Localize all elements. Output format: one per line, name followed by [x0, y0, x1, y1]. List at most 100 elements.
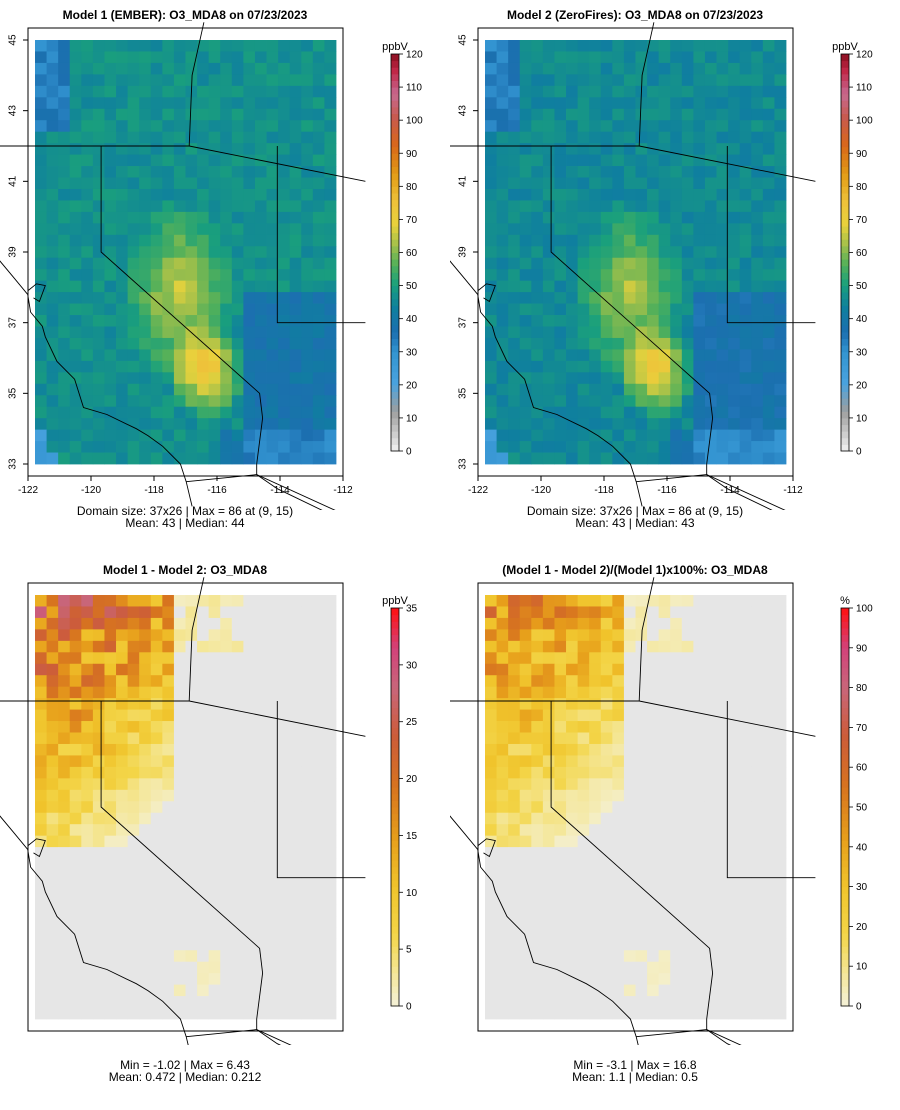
heatmap-cell: [220, 595, 233, 607]
heatmap-cell: [185, 280, 198, 293]
heatmap-cell: [301, 315, 314, 327]
heatmap-cell: [647, 131, 660, 144]
color-scale-step: [841, 206, 849, 214]
heatmap-cell: [81, 629, 94, 642]
heatmap-cell: [220, 617, 233, 630]
heatmap-cell: [220, 858, 233, 871]
heatmap-cell: [589, 177, 602, 190]
heatmap-cell: [104, 234, 117, 247]
heatmap-cell: [35, 629, 47, 642]
heatmap-cell: [173, 927, 186, 940]
heatmap-cell: [254, 85, 267, 98]
heatmap-cell: [635, 211, 648, 224]
heatmap-cell: [519, 200, 532, 213]
heatmap-cell: [312, 383, 325, 396]
color-scale-step: [841, 952, 849, 961]
color-scale-step: [841, 226, 849, 234]
heatmap-cell: [647, 257, 660, 270]
heatmap-cell: [728, 904, 741, 917]
color-scale-step: [841, 760, 849, 768]
heatmap-cell: [127, 698, 140, 710]
heatmap-cell: [139, 801, 152, 814]
heatmap-cell: [635, 801, 648, 814]
heatmap-cell: [485, 721, 497, 733]
heatmap-cell: [127, 383, 140, 396]
heatmap-cell: [762, 743, 775, 756]
heatmap-cell: [508, 927, 521, 940]
heatmap-cell: [762, 755, 775, 768]
heatmap-cell: [554, 824, 567, 837]
heatmap-cell: [762, 395, 775, 408]
heatmap-cell: [728, 62, 741, 75]
heatmap-cell: [600, 292, 613, 304]
heatmap-cell: [554, 200, 567, 213]
heatmap-cell: [774, 269, 787, 282]
heatmap-cell: [278, 62, 291, 75]
heatmap-cell: [774, 108, 787, 121]
heatmap-cell: [220, 97, 233, 110]
heatmap-cell: [69, 996, 82, 1008]
heatmap-cell: [600, 801, 613, 814]
heatmap-cell: [508, 870, 521, 882]
heatmap-cell: [508, 269, 521, 282]
heatmap-cell: [162, 652, 175, 665]
heatmap-cell: [577, 640, 590, 653]
heatmap-cell: [658, 709, 671, 722]
heatmap-cell: [496, 211, 509, 224]
heatmap-cell: [231, 349, 244, 362]
heatmap-cell: [728, 154, 741, 167]
heatmap-cell: [162, 892, 175, 905]
heatmap-cell: [612, 675, 625, 688]
heatmap-cell: [716, 315, 729, 327]
heatmap-cell: [289, 915, 302, 928]
heatmap-cell: [774, 709, 787, 722]
heatmap-cell: [301, 74, 314, 87]
heatmap-cell: [92, 663, 105, 676]
heatmap-cell: [139, 326, 152, 339]
heatmap-cell: [554, 743, 567, 756]
heatmap-cell: [208, 812, 221, 825]
heatmap-cell: [577, 709, 590, 722]
heatmap-cell: [35, 973, 47, 986]
heatmap-cell: [681, 441, 694, 453]
heatmap-cell: [243, 801, 256, 814]
heatmap-cell: [301, 234, 314, 247]
heatmap-cell: [104, 789, 117, 802]
heatmap-cell: [762, 74, 775, 87]
heatmap-cell: [670, 698, 683, 710]
color-scale-step: [391, 67, 399, 75]
heatmap-cell: [58, 858, 71, 871]
color-scale-step: [841, 67, 849, 75]
heatmap-cell: [231, 418, 244, 431]
heatmap-cell: [81, 108, 94, 121]
heatmap-cell: [589, 629, 602, 642]
heatmap-cell: [496, 927, 509, 940]
heatmap-cell: [312, 315, 325, 327]
heatmap-cell: [69, 732, 82, 745]
heatmap-cell: [312, 595, 325, 607]
heatmap-cell: [739, 418, 752, 431]
heatmap-cell: [739, 675, 752, 688]
heatmap-cell: [774, 892, 787, 905]
heatmap-cell: [150, 617, 163, 630]
color-scale-step: [841, 325, 849, 333]
heatmap-cell: [612, 360, 625, 373]
heatmap-cell: [104, 721, 117, 733]
heatmap-cell: [243, 131, 256, 144]
heatmap-cell: [289, 85, 302, 98]
heatmap-cell: [508, 154, 521, 167]
heatmap-cell: [774, 257, 787, 270]
heatmap-cell: [681, 315, 694, 327]
heatmap-cell: [312, 858, 325, 871]
heatmap-cell: [289, 640, 302, 653]
heatmap-cell: [220, 709, 233, 722]
heatmap-cell: [301, 870, 314, 882]
heatmap-cell: [658, 915, 671, 928]
heatmap-cell: [127, 675, 140, 688]
heatmap-cell: [150, 452, 163, 465]
heatmap-cell: [496, 269, 509, 282]
mexico-border: [186, 1029, 292, 1045]
heatmap-cell: [762, 280, 775, 293]
heatmap-cell: [739, 120, 752, 133]
heatmap-cell: [600, 246, 613, 259]
